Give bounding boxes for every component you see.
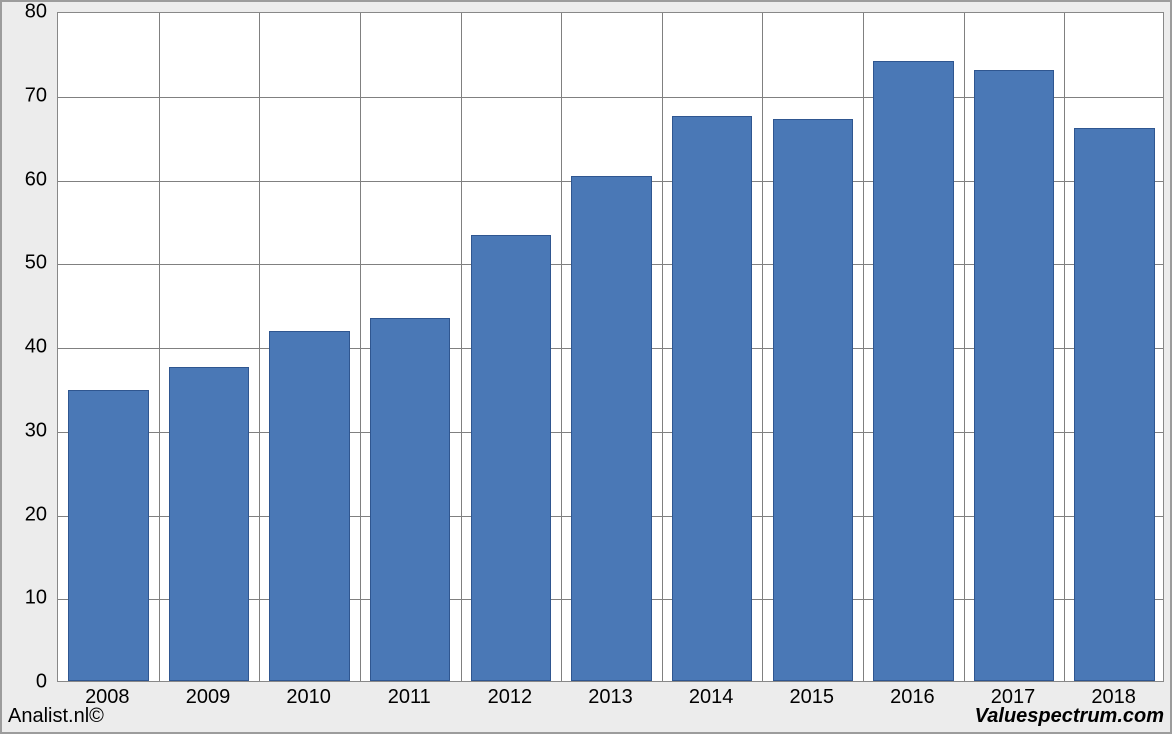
footer-right-credit: Valuespectrum.com [975, 705, 1164, 728]
grid-line-vertical [461, 13, 462, 681]
bar [269, 331, 350, 681]
bar [1074, 128, 1155, 681]
y-tick-label: 10 [25, 587, 47, 610]
y-tick-label: 50 [25, 252, 47, 275]
grid-line-vertical [762, 13, 763, 681]
x-tick-label: 2011 [388, 686, 431, 709]
y-tick-label: 0 [36, 671, 47, 694]
bar [370, 318, 451, 681]
y-tick-label: 60 [25, 168, 47, 191]
x-tick-label: 2010 [286, 686, 331, 709]
bar [471, 235, 552, 681]
x-tick-label: 2016 [890, 686, 935, 709]
y-tick-label: 70 [25, 84, 47, 107]
grid-line-vertical [1064, 13, 1065, 681]
y-tick-label: 30 [25, 419, 47, 442]
grid-line-vertical [863, 13, 864, 681]
grid-line-vertical [561, 13, 562, 681]
y-tick-label: 80 [25, 1, 47, 24]
grid-line-vertical [360, 13, 361, 681]
plot-area [57, 12, 1164, 682]
y-tick-label: 20 [25, 503, 47, 526]
bar [873, 61, 954, 681]
grid-line-vertical [964, 13, 965, 681]
x-tick-label: 2012 [488, 686, 533, 709]
grid-line-vertical [159, 13, 160, 681]
x-tick-label: 2009 [186, 686, 231, 709]
footer-left-credit: Analist.nl© [8, 705, 104, 728]
bar [773, 119, 854, 681]
bar [169, 367, 250, 681]
x-tick-label: 2013 [588, 686, 633, 709]
x-tick-label: 2014 [689, 686, 734, 709]
x-tick-label: 2015 [790, 686, 835, 709]
bar [974, 70, 1055, 681]
bar [672, 116, 753, 681]
y-tick-label: 40 [25, 336, 47, 359]
grid-line-vertical [259, 13, 260, 681]
chart-container: 01020304050607080 2008200920102011201220… [0, 0, 1172, 734]
bar [68, 390, 149, 681]
grid-line-vertical [662, 13, 663, 681]
bar [571, 176, 652, 681]
